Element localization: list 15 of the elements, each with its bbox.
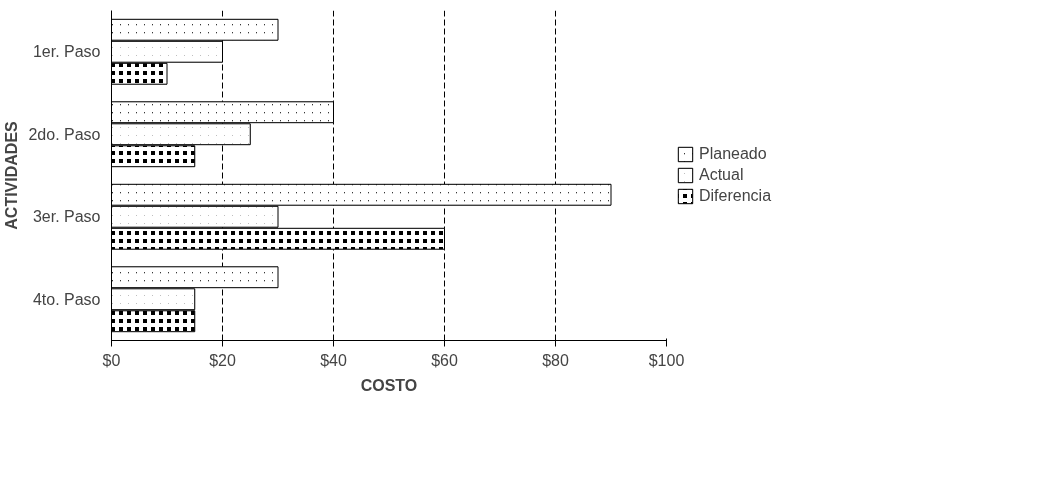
x-axis-title: COSTO (360, 376, 418, 394)
x-tick-label: $20 (209, 351, 236, 369)
x-tick-label: $100 (648, 351, 685, 369)
x-tick-label: $80 (542, 351, 569, 369)
legend-label: Actual (699, 166, 744, 184)
legend-label: Planeado (699, 145, 767, 163)
y-tick-label: 3er. Paso (32, 208, 101, 226)
x-tick-label: $40 (320, 351, 347, 369)
x-tick-label: $60 (431, 351, 458, 369)
y-tick-label: 2do. Paso (28, 125, 101, 143)
y-tick-label: 4to. Paso (32, 290, 101, 308)
x-tick-label: $0 (102, 351, 121, 369)
legend-label: Diferencia (699, 187, 772, 205)
y-tick-label: 1er. Paso (32, 43, 101, 61)
y-axis-title: ACTIVIDADES (3, 120, 21, 230)
